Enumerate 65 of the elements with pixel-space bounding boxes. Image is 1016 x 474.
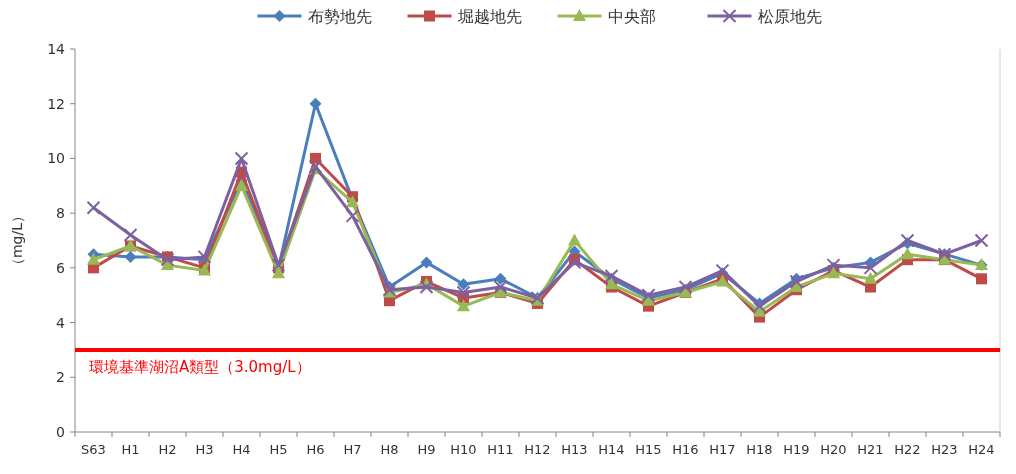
x-tick-label: H21 — [857, 442, 884, 457]
x-tick-label: H7 — [343, 442, 362, 457]
y-tick-label: 6 — [56, 259, 66, 276]
x-tick-label: H11 — [487, 442, 514, 457]
x-tick-label: H13 — [561, 442, 588, 457]
x-tick-label: H9 — [417, 442, 436, 457]
point — [272, 266, 285, 279]
point — [900, 233, 915, 248]
y-tick-label: 4 — [56, 314, 66, 331]
point — [235, 178, 248, 191]
ref-line-label: 環境基準湖沼A類型（3.0mg/L） — [89, 357, 311, 376]
point — [309, 97, 322, 110]
point — [493, 280, 508, 295]
point — [863, 260, 878, 275]
point — [864, 271, 877, 284]
x-tick-label: H5 — [269, 442, 288, 457]
x-tick-label: H12 — [524, 442, 551, 457]
point — [123, 228, 138, 243]
y-tick-label: 2 — [56, 369, 65, 386]
point — [234, 151, 249, 166]
legend-label: 堀越地先 — [456, 7, 522, 26]
y-tick-label: 8 — [56, 205, 65, 222]
x-tick-label: H10 — [450, 442, 477, 457]
point — [974, 233, 989, 248]
point — [457, 299, 470, 312]
x-tick-label: H1 — [121, 442, 140, 457]
point — [197, 249, 212, 264]
x-tick-label: H18 — [746, 442, 773, 457]
x-tick-label: H15 — [635, 442, 662, 457]
point — [456, 285, 471, 300]
point — [345, 208, 360, 223]
legend-label: 松原地先 — [757, 7, 822, 26]
x-tick-label: H22 — [894, 442, 921, 457]
y-tick-label: 14 — [47, 41, 66, 57]
x-tick-label: H2 — [158, 442, 177, 457]
x-tick-label: H20 — [820, 442, 847, 457]
x-tick-label: H14 — [598, 442, 625, 457]
point — [160, 252, 175, 267]
point — [419, 280, 434, 295]
x-tick-label: H17 — [709, 442, 736, 457]
point — [901, 247, 914, 260]
x-tick-label: H3 — [195, 442, 214, 457]
point — [976, 273, 987, 285]
point — [87, 252, 100, 265]
y-tick-label: 0 — [56, 424, 65, 440]
point — [457, 278, 470, 291]
x-tick-label: H16 — [672, 442, 699, 457]
point — [86, 200, 101, 215]
point — [789, 274, 804, 289]
legend-label: 中央部 — [607, 7, 656, 26]
point — [420, 256, 433, 269]
y-tick-label: 10 — [47, 150, 65, 167]
x-tick-label: H19 — [783, 442, 810, 457]
point — [568, 233, 581, 246]
x-tick-label: H4 — [232, 442, 251, 457]
legend-label: 布勢地先 — [307, 7, 372, 26]
x-tick-label: H23 — [931, 442, 958, 457]
x-tick-label: H8 — [380, 442, 399, 457]
x-tick-label: S63 — [81, 442, 106, 457]
x-tick-label: H24 — [968, 442, 995, 457]
point — [124, 250, 137, 263]
point — [494, 272, 507, 285]
y-axis-title: （mg/L） — [9, 208, 25, 273]
x-tick-label: H6 — [306, 442, 325, 457]
y-tick-label: 12 — [47, 95, 65, 112]
